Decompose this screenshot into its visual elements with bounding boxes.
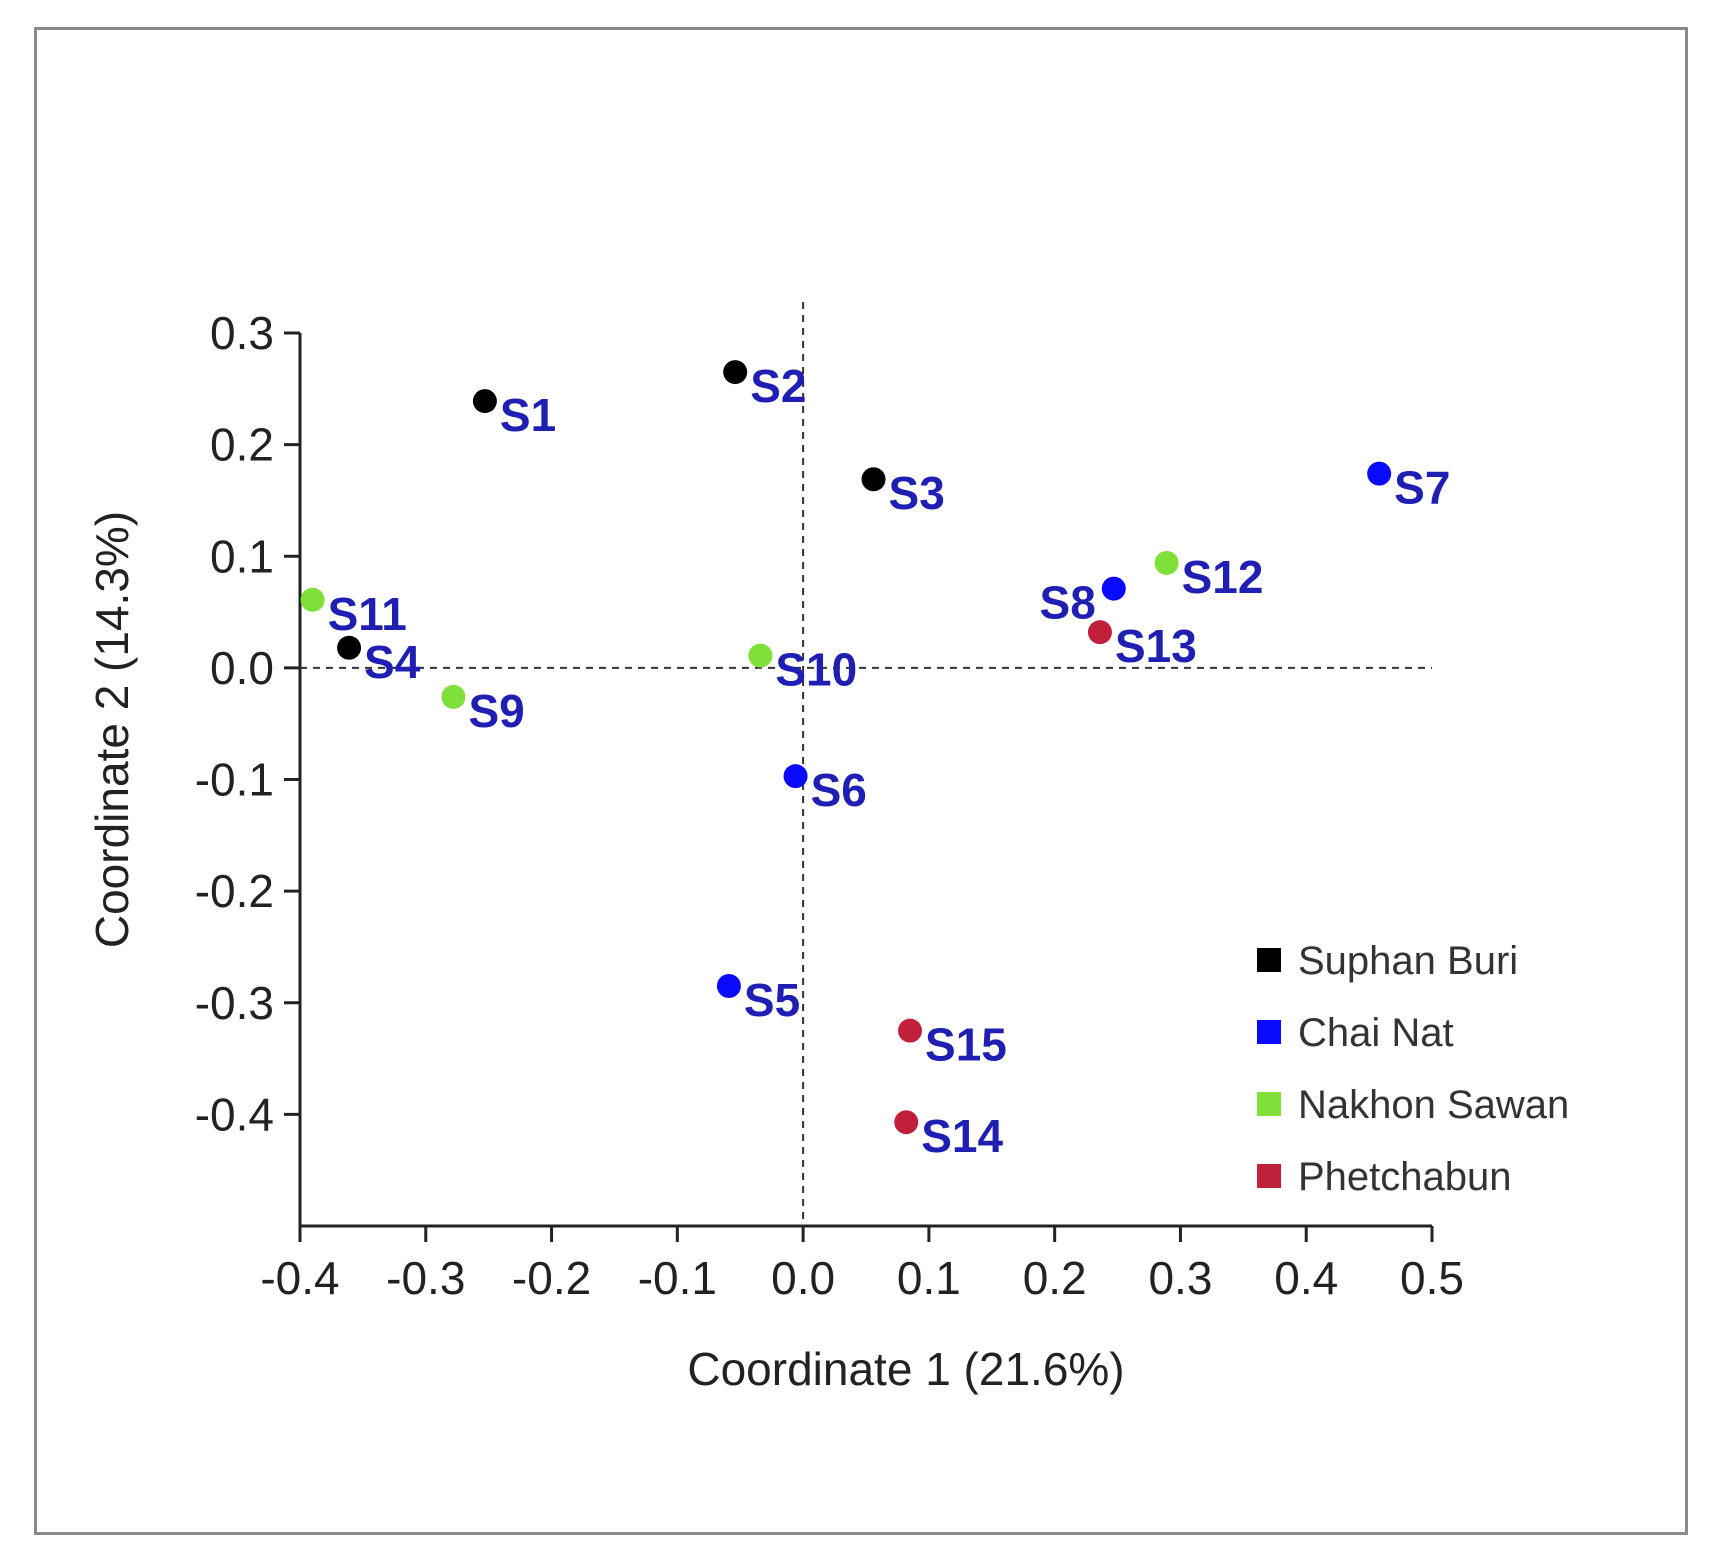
data-points: S1 S2 S3 S4 S5 S6 S7 S8 S9 S10 S11 S12 S13 S14 S15 bbox=[300, 360, 1450, 1162]
data-point-s10 bbox=[748, 643, 773, 668]
x-tick-label: -0.1 bbox=[638, 1252, 717, 1304]
point-label-s12: S12 bbox=[1182, 551, 1264, 603]
x-tick-label: -0.2 bbox=[512, 1252, 591, 1304]
y-tick-label: -0.1 bbox=[195, 754, 274, 806]
x-tick-label: -0.3 bbox=[386, 1252, 465, 1304]
data-point-s8 bbox=[1101, 576, 1126, 601]
y-tick-label: -0.3 bbox=[195, 977, 274, 1029]
data-point-s2 bbox=[723, 360, 748, 385]
y-tick-label: 0.2 bbox=[210, 419, 274, 471]
legend-label: Chai Nat bbox=[1298, 1011, 1454, 1055]
point-label-s4: S4 bbox=[364, 636, 421, 688]
data-point-s5 bbox=[716, 974, 741, 999]
point-label-s1: S1 bbox=[500, 389, 556, 441]
x-tick-label: 0.5 bbox=[1400, 1252, 1464, 1304]
figure-frame bbox=[34, 27, 1688, 1535]
data-point-s4 bbox=[337, 635, 362, 660]
legend-label: Suphan Buri bbox=[1298, 939, 1518, 983]
y-tick-label: 0.0 bbox=[210, 642, 274, 694]
reference-lines bbox=[300, 302, 1432, 1226]
axes: -0.4 -0.3 -0.2 -0.1 0.0 0.1 0.2 0.3 0.4 0.5 0.3 0.2… bbox=[195, 307, 1464, 1304]
data-point-s11 bbox=[300, 587, 325, 612]
data-point-s9 bbox=[441, 684, 466, 709]
x-tick-label: 0.2 bbox=[1023, 1252, 1087, 1304]
legend-swatch bbox=[1257, 1092, 1281, 1116]
point-label-s11: S11 bbox=[328, 588, 407, 640]
legend-label: Nakhon Sawan bbox=[1298, 1083, 1569, 1127]
x-tick-label: 0.3 bbox=[1148, 1252, 1212, 1304]
y-axis-title: Coordinate 2 (14.3%) bbox=[86, 511, 138, 948]
x-tick-label: 0.4 bbox=[1274, 1252, 1338, 1304]
point-label-s3: S3 bbox=[889, 467, 945, 519]
data-point-s3 bbox=[861, 467, 886, 492]
point-label-s6: S6 bbox=[811, 764, 867, 816]
x-axis-title: Coordinate 1 (21.6%) bbox=[687, 1343, 1124, 1395]
x-tick-label: -0.4 bbox=[260, 1252, 339, 1304]
y-tick-label: -0.4 bbox=[195, 1088, 274, 1140]
data-point-s7 bbox=[1367, 461, 1392, 486]
data-point-s13 bbox=[1087, 620, 1112, 645]
data-point-s6 bbox=[783, 764, 808, 789]
point-label-s10: S10 bbox=[775, 644, 857, 696]
x-tick-label: 0.0 bbox=[771, 1252, 835, 1304]
y-tick-label: 0.3 bbox=[210, 307, 274, 359]
legend-swatch bbox=[1257, 948, 1281, 972]
point-label-s15: S15 bbox=[925, 1019, 1007, 1071]
point-label-s5: S5 bbox=[744, 974, 800, 1026]
legend-label: Phetchabun bbox=[1298, 1155, 1512, 1199]
point-label-s13: S13 bbox=[1115, 620, 1197, 672]
point-label-s7: S7 bbox=[1394, 462, 1450, 514]
y-tick-label: 0.1 bbox=[210, 530, 274, 582]
legend-swatch bbox=[1257, 1020, 1281, 1044]
legend: Suphan Buri Chai Nat Nakhon Sawan Phetchabu… bbox=[1257, 939, 1569, 1199]
data-point-s1 bbox=[472, 389, 497, 414]
point-label-s14: S14 bbox=[921, 1110, 1003, 1162]
data-point-s15 bbox=[898, 1018, 923, 1043]
legend-swatch bbox=[1257, 1164, 1281, 1188]
point-label-s9: S9 bbox=[468, 685, 524, 737]
data-point-s12 bbox=[1154, 550, 1179, 575]
point-label-s2: S2 bbox=[750, 360, 806, 412]
point-label-s8: S8 bbox=[1040, 577, 1096, 629]
x-tick-label: 0.1 bbox=[897, 1252, 961, 1304]
y-tick-label: -0.2 bbox=[195, 865, 274, 917]
data-point-s14 bbox=[894, 1110, 919, 1135]
